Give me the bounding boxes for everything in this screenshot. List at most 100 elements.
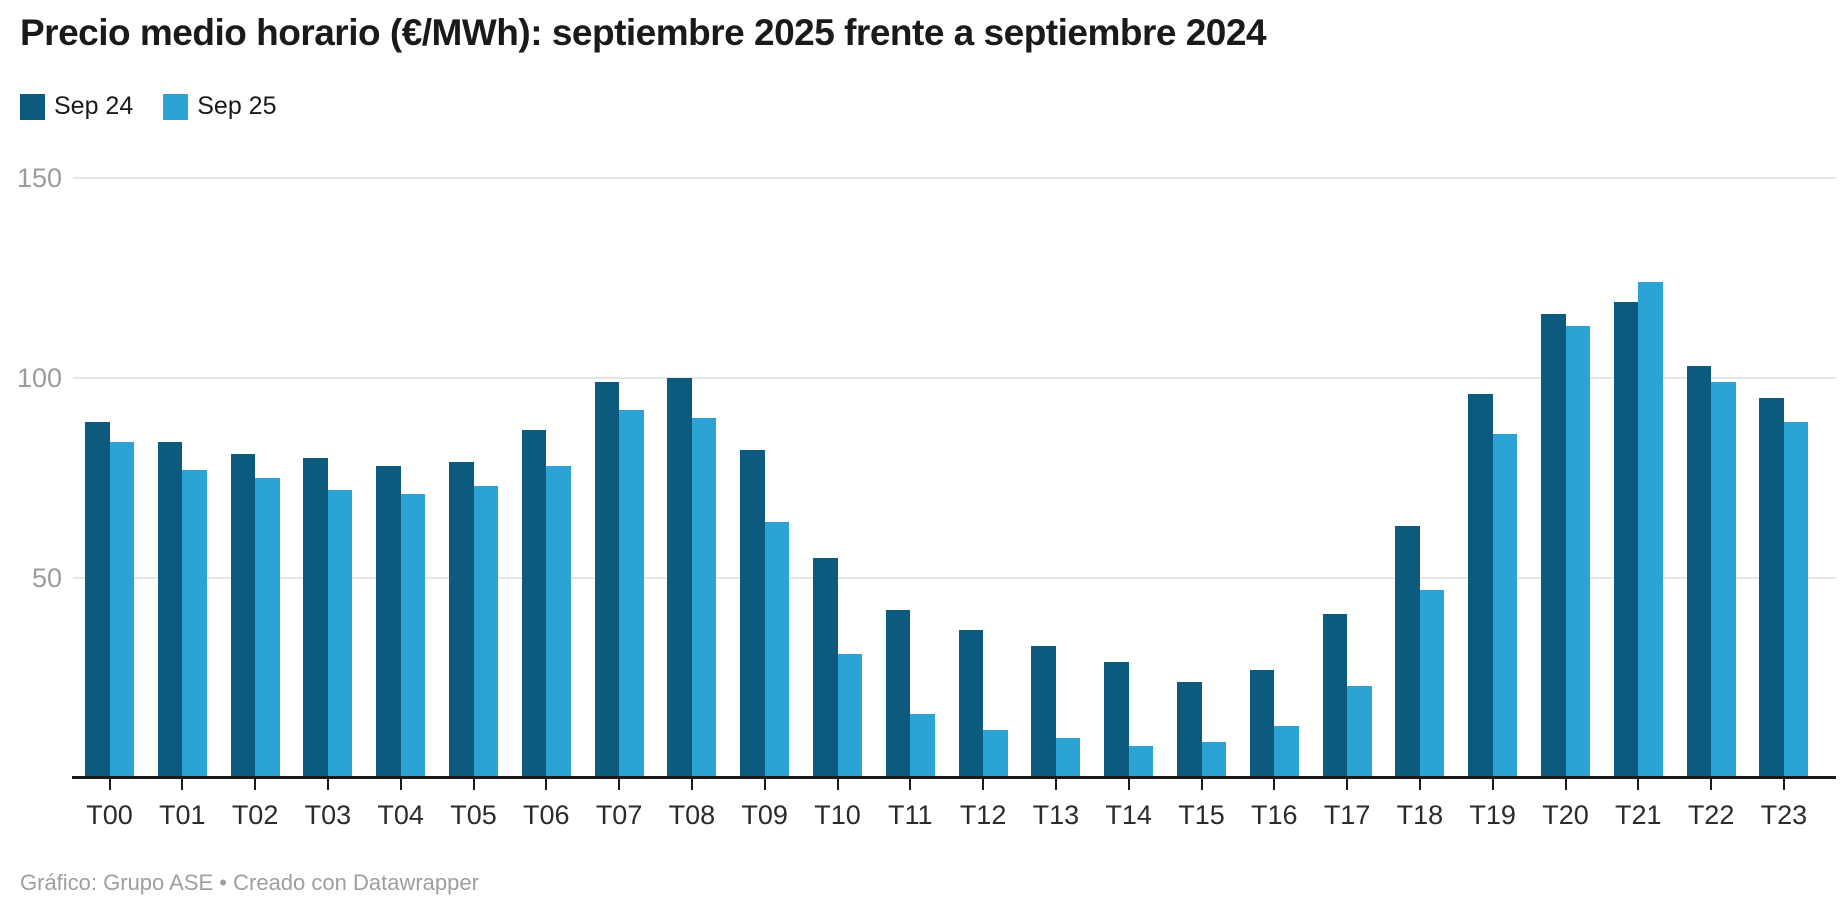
legend-label-sep25: Sep 25	[197, 92, 277, 120]
bar-sep25-T18[interactable]	[1419, 590, 1445, 778]
x-axis-line	[72, 776, 1836, 779]
legend-label-sep24: Sep 24	[54, 92, 134, 120]
legend-swatch-sep25-icon	[163, 93, 189, 120]
bar-sep24-T22[interactable]	[1686, 366, 1712, 778]
bar-sep24-T17[interactable]	[1322, 614, 1348, 778]
bar-sep24-T18[interactable]	[1395, 526, 1420, 778]
x-tick-T19	[1491, 779, 1494, 790]
bar-sep25-T02[interactable]	[255, 478, 280, 778]
legend-swatch-sep24-icon	[20, 93, 45, 120]
bar-sep25-T04[interactable]	[400, 494, 426, 778]
bar-sep25-T21[interactable]	[1638, 282, 1663, 778]
x-axis-label-T10: T10	[814, 800, 861, 830]
x-tick-T22	[1710, 779, 1713, 790]
x-tick-T12	[982, 779, 985, 790]
bar-sep24-T12[interactable]	[958, 630, 984, 778]
bar-sep24-T16[interactable]	[1249, 670, 1275, 778]
x-tick-T11	[909, 779, 912, 790]
bar-sep24-T19[interactable]	[1468, 394, 1493, 778]
bar-sep25-T22[interactable]	[1711, 382, 1736, 778]
legend: Sep 24 Sep 25	[20, 92, 277, 121]
x-tick-T07	[618, 779, 621, 790]
bar-sep25-T13[interactable]	[1055, 738, 1081, 778]
x-tick-T13	[1054, 779, 1057, 790]
x-axis-label-T04: T04	[377, 800, 424, 830]
x-tick-T23	[1782, 779, 1785, 790]
bar-sep25-T12[interactable]	[983, 730, 1008, 778]
x-tick-T17	[1346, 779, 1349, 790]
bar-sep25-T05[interactable]	[473, 486, 498, 778]
x-axis-label-T05: T05	[450, 800, 497, 830]
bar-sep25-T06[interactable]	[546, 466, 571, 778]
bar-sep25-T19[interactable]	[1492, 434, 1518, 778]
attribution-footer: Gráfico: Grupo ASE • Creado con Datawrap…	[20, 870, 479, 895]
x-axis-label-T14: T14	[1105, 800, 1152, 830]
x-tick-T20	[1564, 779, 1567, 790]
bar-sep24-T20[interactable]	[1541, 314, 1566, 778]
x-tick-T06	[545, 779, 548, 790]
bar-sep25-T08[interactable]	[691, 418, 717, 778]
x-axis-label-T17: T17	[1323, 800, 1371, 830]
x-axis-label-T11: T11	[888, 800, 933, 830]
x-tick-T15	[1200, 779, 1203, 790]
bar-sep24-T10[interactable]	[813, 558, 838, 778]
bar-sep24-T15[interactable]	[1177, 682, 1202, 778]
x-axis-label-T20: T20	[1542, 800, 1589, 830]
gridline-50	[73, 577, 1836, 579]
x-axis-label-T07: T07	[595, 800, 643, 830]
bar-sep25-T07[interactable]	[619, 410, 644, 778]
x-axis-label-T01: T01	[159, 800, 206, 830]
bar-sep24-T06[interactable]	[521, 430, 547, 778]
x-tick-T18	[1418, 779, 1421, 790]
bar-sep25-T15[interactable]	[1201, 742, 1226, 778]
x-axis-label-T08: T08	[668, 800, 716, 830]
bar-sep24-T03[interactable]	[303, 458, 328, 778]
bar-sep24-T11[interactable]	[885, 610, 911, 778]
x-axis-label-T09: T09	[741, 800, 788, 830]
bar-sep24-T23[interactable]	[1759, 398, 1784, 778]
bar-sep25-T14[interactable]	[1128, 746, 1154, 778]
y-axis-label-100: 100	[16, 363, 62, 393]
legend-item-sep24: Sep 24	[20, 92, 133, 121]
bar-sep24-T14[interactable]	[1104, 662, 1129, 778]
bar-sep25-T16[interactable]	[1274, 726, 1299, 778]
x-axis-label-T22: T22	[1687, 800, 1735, 830]
y-axis-label-50: 50	[31, 563, 62, 593]
x-axis-label-T12: T12	[959, 800, 1007, 830]
x-tick-T16	[1273, 779, 1276, 790]
x-axis-label-T18: T18	[1396, 800, 1444, 830]
bar-sep24-T13[interactable]	[1031, 646, 1056, 778]
x-axis-label-T03: T03	[304, 800, 352, 830]
bar-sep25-T00[interactable]	[109, 442, 134, 778]
x-tick-T02	[254, 779, 257, 790]
bar-sep24-T02[interactable]	[230, 454, 256, 778]
bar-sep25-T17[interactable]	[1347, 686, 1372, 778]
bar-sep25-T03[interactable]	[327, 490, 353, 778]
bar-sep24-T07[interactable]	[594, 382, 620, 778]
x-tick-T09	[763, 779, 766, 790]
chart-title: Precio medio horario (€/MWh): septiembre…	[20, 12, 1267, 53]
bar-sep25-T09[interactable]	[764, 522, 790, 778]
bar-sep25-T20[interactable]	[1565, 326, 1590, 778]
x-tick-T14	[1127, 779, 1130, 790]
bar-sep24-T04[interactable]	[376, 466, 401, 778]
x-tick-T03	[326, 779, 329, 790]
bar-sep24-T01[interactable]	[157, 442, 183, 778]
bar-sep24-T09[interactable]	[740, 450, 765, 778]
x-axis-label-T23: T23	[1760, 800, 1808, 830]
x-axis-label-T21: T21	[1615, 800, 1662, 830]
bar-sep25-T23[interactable]	[1783, 422, 1809, 778]
bar-sep24-T05[interactable]	[449, 462, 474, 778]
y-axis-label-150: 150	[16, 163, 62, 193]
gridline-150	[73, 177, 1836, 179]
bar-sep24-T00[interactable]	[85, 422, 110, 778]
bar-sep25-T10[interactable]	[837, 654, 862, 778]
x-axis-label-T06: T06	[523, 800, 570, 830]
chart-area: 150 100 50 T00 T01 T02 T03 T04 T05 T06 T07 T08 T09 T1…	[0, 140, 1840, 850]
bar-sep25-T01[interactable]	[182, 470, 207, 778]
bar-sep24-T08[interactable]	[667, 378, 692, 778]
x-tick-T01	[181, 779, 184, 790]
bar-sep24-T21[interactable]	[1613, 302, 1639, 778]
bar-sep25-T11[interactable]	[910, 714, 935, 778]
